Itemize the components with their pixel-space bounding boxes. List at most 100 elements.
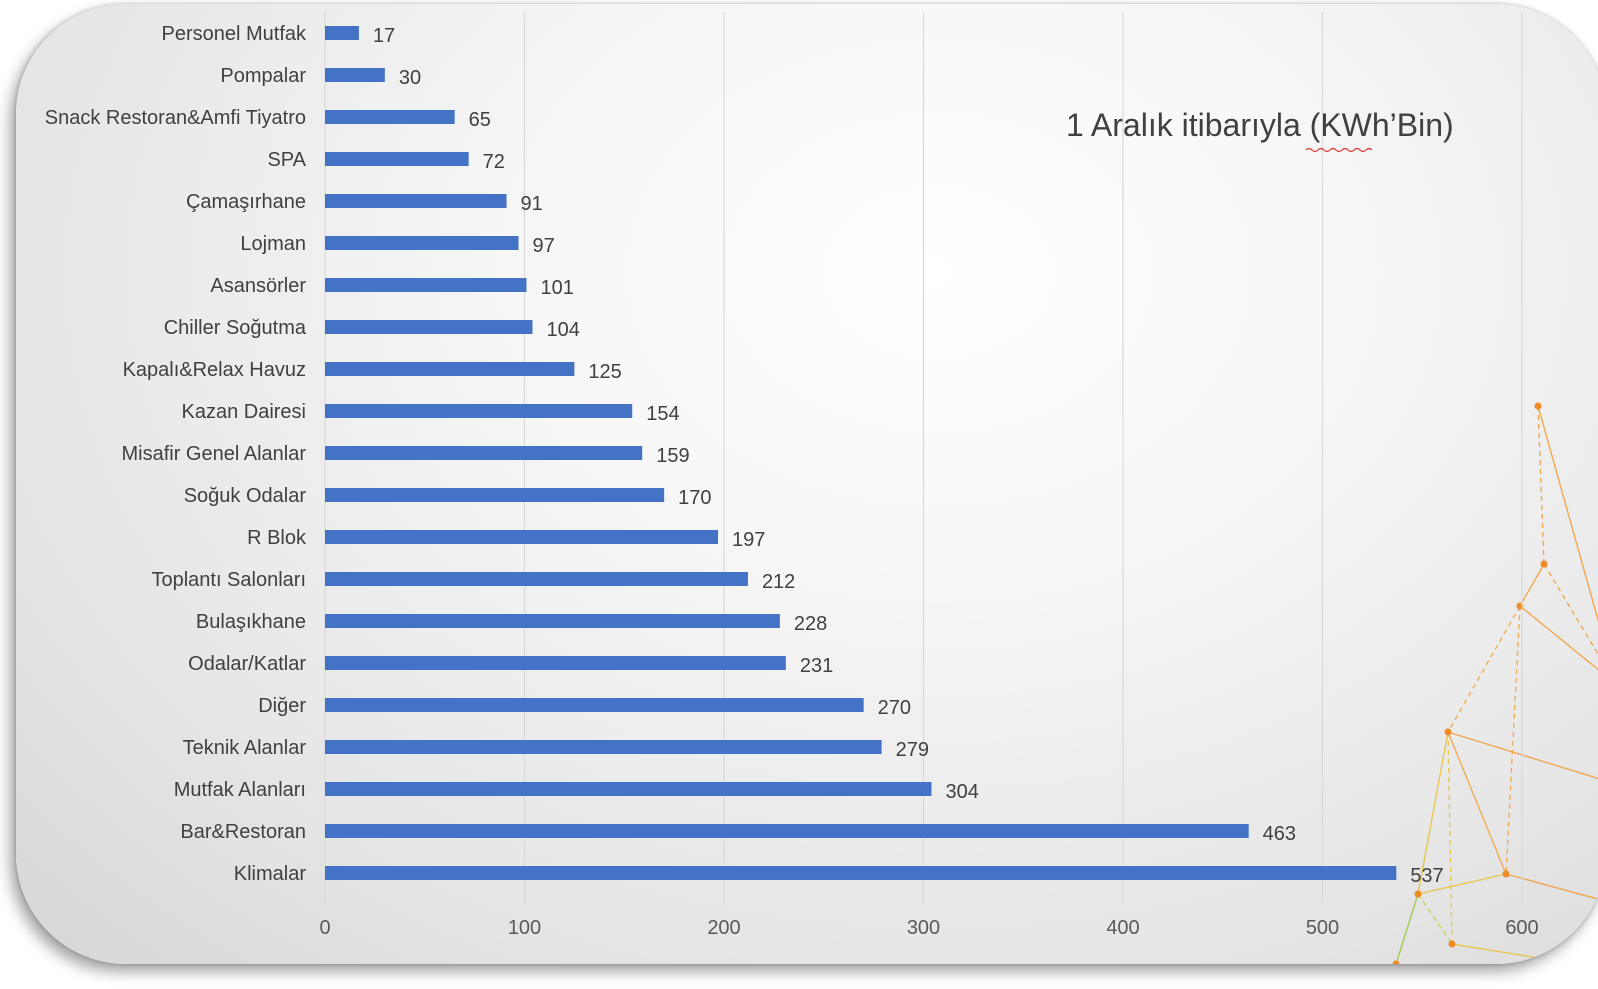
category-label-12: R Blok [247,527,307,549]
category-label-19: Bar&Restoran [180,821,306,843]
network-edge-12 [1505,605,1521,875]
value-label-0: 17 [373,25,395,47]
bar-chart: Personel Mutfak Pompalar Snack Restoran&Am… [45,12,1598,964]
bar-17 [325,740,882,754]
category-label-17: Teknik Alanlar [183,737,307,759]
bar-15 [325,656,786,670]
category-label-13: Toplantı Salonları [151,569,306,591]
value-label-10: 159 [656,445,689,467]
category-label-20: Klimalar [234,863,307,885]
value-label-2: 65 [469,109,491,131]
network-edge-9 [1417,893,1453,945]
value-label-12: 197 [732,529,765,551]
category-label-3: SPA [267,149,306,171]
category-labels: Personel Mutfak Pompalar Snack Restoran&Am… [45,23,307,885]
bar-1 [325,68,385,82]
network-edge-8 [1447,731,1507,875]
category-label-11: Soğuk Odalar [184,485,307,507]
bar-11 [325,488,665,502]
value-label-15: 231 [800,655,833,677]
network-node-d [1444,728,1452,736]
bars [325,26,1397,880]
network-edge-10 [1395,893,1419,964]
network-node-f [1448,940,1456,948]
value-label-7: 104 [546,319,579,341]
bar-0 [325,26,359,40]
bar-9 [325,404,633,418]
x-tick-label-300: 300 [907,917,940,939]
bar-2 [325,110,455,124]
network-decoration [1392,402,1598,964]
value-label-11: 170 [678,487,711,509]
network-edge-5 [1417,731,1449,895]
x-tick-label-400: 400 [1106,917,1139,939]
category-label-2: Snack Restoran&Amfi Tiyatro [45,107,306,129]
network-node-i [1502,870,1510,878]
chart-frame: Personel Mutfak Pompalar Snack Restoran&Am… [16,4,1598,964]
chart-title: 1 Aralık itibarıyla (KWh’Bin) [1066,107,1454,143]
value-label-9: 154 [646,403,679,425]
category-label-1: Pompalar [220,65,306,87]
bar-20 [325,866,1397,880]
value-label-13: 212 [762,571,795,593]
category-label-16: Diğer [258,695,306,717]
network-edge-15 [1543,563,1598,656]
value-label-4: 91 [521,193,543,215]
value-label-17: 279 [896,739,929,761]
value-label-8: 125 [588,361,621,383]
bar-4 [325,194,507,208]
category-label-7: Chiller Soğutma [164,317,307,339]
bar-19 [325,824,1249,838]
x-tick-label-200: 200 [707,917,740,939]
bar-16 [325,698,864,712]
network-edge-14 [1417,873,1507,895]
bar-12 [325,530,719,544]
title-squiggle-underline [1305,147,1373,153]
x-tick-label-500: 500 [1306,917,1339,939]
category-label-10: Misafir Genel Alanlar [121,443,306,465]
network-edge-3 [1447,605,1521,733]
x-tick-label-100: 100 [508,917,541,939]
network-edge-4 [1519,605,1598,671]
network-edge-11 [1451,943,1577,964]
network-edge-6 [1447,731,1453,945]
network-node-b [1540,560,1548,568]
value-label-1: 30 [399,67,421,89]
category-label-15: Odalar/Katlar [188,653,306,675]
x-tick-labels: 0 100 200 300 400 500 600 [319,917,1538,939]
category-label-18: Mutfak Alanları [174,779,306,801]
value-label-19: 463 [1263,823,1296,845]
network-node-a [1534,402,1542,410]
category-label-6: Asansörler [210,275,306,297]
network-edge-0 [1537,405,1545,565]
bar-14 [325,614,780,628]
category-label-4: Çamaşırhane [186,191,306,213]
category-label-5: Lojman [240,233,306,255]
network-edge-7 [1447,731,1598,780]
bar-13 [325,572,748,586]
category-label-14: Bulaşıkhane [196,611,306,633]
value-label-14: 228 [794,613,827,635]
category-label-8: Kapalı&Relax Havuz [123,359,306,381]
network-node-j [1392,960,1400,964]
network-edge-2 [1519,563,1545,607]
category-label-9: Kazan Dairesi [181,401,306,423]
value-label-20: 537 [1410,865,1443,887]
bar-3 [325,152,469,166]
value-label-5: 97 [533,235,555,257]
bar-7 [325,320,533,334]
network-node-l [1572,960,1580,964]
value-label-16: 270 [878,697,911,719]
value-label-3: 72 [483,151,505,173]
value-label-6: 101 [540,277,573,299]
network-node-e [1414,890,1422,898]
value-label-18: 304 [945,781,978,803]
bar-10 [325,446,643,460]
x-tick-label-0: 0 [319,917,330,939]
network-edge-13 [1505,873,1598,900]
bar-18 [325,782,932,796]
category-label-0: Personel Mutfak [161,23,307,45]
bar-8 [325,362,575,376]
bar-5 [325,236,519,250]
